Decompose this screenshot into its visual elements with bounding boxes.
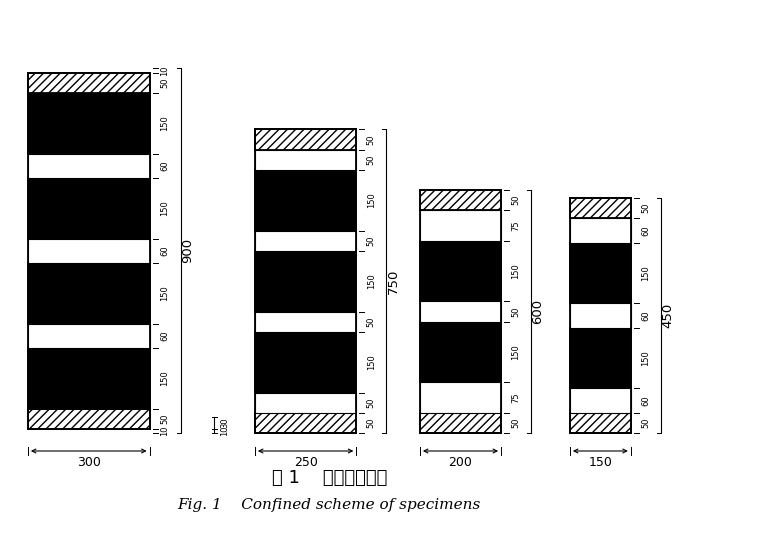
Text: 60: 60: [641, 395, 651, 406]
Bar: [28, 263, 150, 324]
Text: 200: 200: [448, 456, 473, 469]
Text: 150: 150: [160, 115, 169, 131]
Text: 50: 50: [511, 195, 521, 205]
Bar: [255, 129, 356, 149]
Text: 750: 750: [387, 269, 400, 294]
Bar: [420, 382, 501, 413]
Bar: [255, 413, 356, 433]
Bar: [28, 72, 150, 429]
Bar: [28, 239, 150, 263]
Text: 300: 300: [77, 456, 100, 469]
Bar: [255, 251, 356, 311]
Bar: [420, 240, 501, 301]
Bar: [570, 219, 631, 243]
Text: 10: 10: [160, 426, 169, 436]
Bar: [420, 413, 501, 433]
Bar: [28, 324, 150, 348]
Bar: [28, 348, 150, 409]
Text: 150: 150: [511, 344, 521, 360]
Text: 150: 150: [641, 265, 651, 281]
Bar: [255, 332, 356, 392]
Text: 150: 150: [160, 370, 169, 386]
Text: 50: 50: [367, 398, 375, 408]
Text: 450: 450: [661, 303, 674, 328]
Text: 150: 150: [160, 285, 169, 301]
Text: 60: 60: [641, 310, 651, 321]
Text: 60: 60: [160, 330, 169, 341]
Text: 30: 30: [220, 417, 230, 428]
Text: 900: 900: [181, 238, 194, 263]
Bar: [420, 321, 501, 382]
Bar: [420, 210, 501, 240]
Bar: [570, 243, 631, 303]
Text: 250: 250: [293, 456, 318, 469]
Bar: [570, 413, 631, 433]
Bar: [570, 303, 631, 328]
Text: 60: 60: [641, 225, 651, 236]
Text: 50: 50: [367, 155, 375, 165]
Text: 50: 50: [160, 414, 169, 424]
Bar: [570, 328, 631, 389]
Bar: [28, 178, 150, 239]
Text: 150: 150: [641, 350, 651, 366]
Text: 50: 50: [641, 203, 651, 214]
Bar: [255, 129, 356, 433]
Text: 600: 600: [531, 299, 544, 324]
Text: 50: 50: [367, 418, 375, 428]
Bar: [420, 301, 501, 321]
Text: 150: 150: [588, 456, 613, 469]
Bar: [570, 389, 631, 413]
Text: 50: 50: [641, 418, 651, 428]
Bar: [420, 190, 501, 433]
Text: 150: 150: [367, 354, 375, 370]
Text: 10: 10: [160, 65, 169, 76]
Text: 50: 50: [160, 77, 169, 88]
Bar: [255, 311, 356, 332]
Text: 50: 50: [511, 306, 521, 317]
Text: 75: 75: [511, 220, 521, 231]
Text: 50: 50: [511, 418, 521, 428]
Text: 50: 50: [367, 134, 375, 144]
Text: 60: 60: [160, 245, 169, 256]
Bar: [570, 198, 631, 433]
Bar: [420, 190, 501, 210]
Bar: [255, 392, 356, 413]
Bar: [255, 149, 356, 169]
Bar: [28, 409, 150, 429]
Bar: [255, 230, 356, 251]
Bar: [28, 93, 150, 154]
Text: 75: 75: [511, 392, 521, 403]
Text: 图 1    试件加固方案: 图 1 试件加固方案: [271, 469, 387, 487]
Bar: [570, 198, 631, 219]
Text: 50: 50: [367, 317, 375, 327]
Text: 150: 150: [367, 273, 375, 289]
Bar: [28, 154, 150, 178]
Text: 150: 150: [160, 200, 169, 216]
Text: 10: 10: [220, 426, 230, 436]
Text: 60: 60: [160, 160, 169, 171]
Text: Fig. 1    Confined scheme of specimens: Fig. 1 Confined scheme of specimens: [178, 498, 481, 512]
Bar: [255, 169, 356, 230]
Text: 50: 50: [367, 236, 375, 246]
Text: 150: 150: [511, 263, 521, 279]
Bar: [28, 72, 150, 93]
Text: 150: 150: [367, 192, 375, 208]
